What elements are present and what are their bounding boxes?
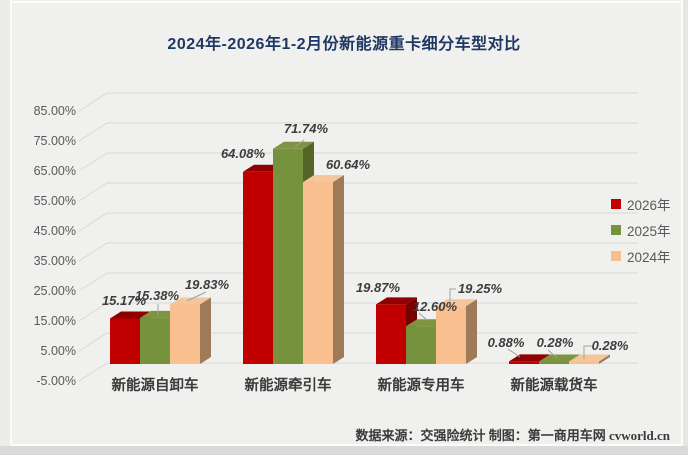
leader-line	[507, 348, 521, 358]
y-tick-label: 55.00%	[33, 194, 76, 208]
y-tick-label: 75.00%	[33, 134, 76, 148]
bar-2025年	[539, 361, 569, 364]
category-label: 新能源牵引车	[244, 378, 332, 394]
bar-2026年	[376, 297, 417, 305]
leader-line	[583, 345, 592, 359]
bar-2026年	[110, 318, 140, 364]
legend-item: 2026年	[611, 197, 671, 213]
bar-data-label: 19.83%	[184, 277, 230, 292]
bar-2024年	[436, 306, 466, 364]
frame-line	[10, 444, 683, 446]
frame-line	[681, 0, 683, 446]
legend-item: 2024年	[611, 249, 671, 265]
bar-data-label: 19.25%	[457, 281, 503, 296]
bar-2026年	[376, 304, 406, 364]
y-tick-label: 35.00%	[33, 254, 76, 268]
bar-data-label: 0.28%	[536, 335, 574, 350]
legend-label: 2024年	[627, 250, 671, 265]
legend-label: 2025年	[627, 224, 671, 239]
grid-line	[78, 242, 638, 262]
category-label: 新能源载货车	[510, 378, 598, 394]
chart-title: 2024年-2026年1-2月份新能源重卡细分车型对比	[167, 36, 521, 53]
category-label: 新能源专用车	[377, 378, 465, 394]
y-tick-label: 5.00%	[40, 344, 76, 358]
leader-line	[449, 288, 456, 301]
bar-data-label: 60.64%	[325, 157, 371, 172]
y-tick-label: 45.00%	[33, 224, 76, 238]
bar-2025年	[539, 354, 580, 362]
grid-line	[78, 212, 638, 232]
bar-2025年	[140, 317, 170, 364]
frame-edge	[0, 0, 10, 446]
bar-2026年	[110, 311, 151, 319]
y-tick-label: 65.00%	[33, 164, 76, 178]
bar-2025年	[406, 326, 436, 364]
legend: 2026年 2025年 2024年	[611, 197, 671, 275]
bar-2024年	[170, 304, 200, 364]
bar-2024年	[333, 175, 344, 364]
legend-label: 2026年	[627, 198, 671, 213]
y-tick-label: 25.00%	[33, 284, 76, 298]
bar-data-label: 15.17%	[101, 293, 147, 308]
bar-2024年	[200, 297, 211, 364]
bar-2026年	[243, 171, 273, 364]
bar-2025年	[273, 148, 303, 364]
bar-2024年	[599, 354, 610, 364]
frame-edge	[683, 0, 688, 446]
grid-line	[78, 122, 638, 142]
bar-2024年	[466, 299, 477, 364]
leader-line	[186, 291, 207, 302]
grid-line	[78, 272, 638, 292]
bar-data-label: 19.87%	[355, 280, 401, 295]
category-label: 新能源自卸车	[111, 378, 199, 394]
grid-line	[78, 152, 638, 172]
bar-2024年	[569, 361, 599, 364]
frame-edge	[0, 446, 688, 455]
bar-2026年	[509, 361, 539, 364]
legend-swatch	[611, 251, 621, 261]
bar-2024年	[569, 354, 610, 362]
bar-data-label: 12.60%	[412, 299, 458, 314]
y-tick-label: 15.00%	[33, 314, 76, 328]
source-note: 数据来源：交强险统计 制图：第一商用车网 cvworld.cn	[355, 428, 670, 443]
bar-data-label: 15.38%	[134, 288, 180, 303]
grid-line	[78, 92, 638, 112]
bar-2024年	[436, 299, 477, 307]
bar-2024年	[170, 297, 211, 305]
y-tick-label: -5.00%	[36, 374, 76, 388]
bar-data-label: 0.88%	[487, 335, 525, 350]
leader-line	[547, 349, 558, 359]
legend-item: 2025年	[611, 223, 671, 239]
bar-2025年	[273, 141, 314, 149]
grid-line	[78, 182, 638, 202]
bar-2024年	[303, 175, 344, 183]
y-tick-label: 85.00%	[33, 104, 76, 118]
frame-line	[10, 1, 683, 3]
bar-data-label: 71.74%	[283, 121, 329, 136]
legend-swatch	[611, 199, 621, 209]
bar-data-label: 64.08%	[220, 146, 266, 161]
bar-2024年	[303, 182, 333, 364]
legend-swatch	[611, 225, 621, 235]
frame-line	[10, 0, 12, 446]
bar-data-label: 0.28%	[591, 338, 629, 353]
leader-line	[418, 312, 428, 321]
leader-line	[294, 139, 305, 148]
